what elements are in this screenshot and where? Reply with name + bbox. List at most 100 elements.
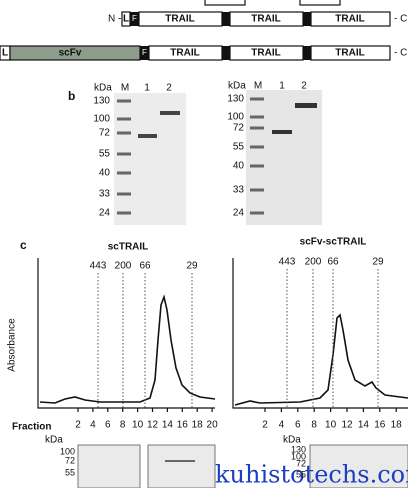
lane-label: 2 [166, 83, 172, 94]
panel-label: c [20, 238, 27, 252]
marker-band [117, 99, 131, 103]
fraction-label: 12 [341, 420, 353, 431]
linker [303, 12, 311, 26]
marker-label: 33 [99, 189, 111, 200]
marker-band [250, 211, 264, 215]
linker [222, 12, 230, 26]
marker-label: 100 [60, 446, 75, 456]
standard-label: 443 [90, 261, 107, 272]
trail-label: TRAIL [165, 14, 194, 25]
fraction-label: 16 [374, 420, 386, 431]
standard-label: 29 [372, 257, 384, 268]
standard-label: 66 [327, 257, 339, 268]
linker [303, 46, 311, 60]
trail-box [310, 45, 391, 61]
marker-label: 100 [227, 112, 244, 123]
n-terminus: N - [108, 14, 121, 25]
fraction-label: 8 [311, 420, 317, 431]
marker-band [250, 164, 264, 168]
marker-band [117, 131, 131, 135]
band [160, 111, 180, 115]
unit-label: kDa [283, 435, 301, 446]
band [165, 460, 195, 462]
chart-title: scTRAIL [108, 242, 149, 253]
marker-band [250, 145, 264, 149]
cut-box [299, 0, 341, 6]
fraction-label: 4 [90, 420, 96, 431]
fraction-label: 10 [325, 420, 337, 431]
scfv-label: scFv [59, 48, 82, 59]
marker-label: 130 [291, 444, 306, 454]
marker-band [250, 97, 264, 101]
marker-label: 130 [93, 96, 110, 107]
lane-label: 1 [144, 83, 150, 94]
axis [37, 258, 215, 409]
y-axis-label: Absorbance [7, 318, 18, 372]
fraction-label: 2 [262, 420, 268, 431]
trail-label: TRAIL [170, 48, 199, 59]
marker-label: 40 [233, 161, 245, 172]
fraction-label: 16 [177, 420, 189, 431]
fraction-label: 20 [207, 420, 219, 431]
standard-label: 200 [305, 257, 322, 268]
marker-label: 72 [233, 123, 245, 134]
marker-band [117, 117, 131, 121]
fraction-label: 4 [279, 420, 285, 431]
trail-label: TRAIL [335, 48, 364, 59]
chromatogram [234, 313, 408, 406]
standard-label: 200 [115, 261, 132, 272]
flag-label: F [142, 48, 147, 57]
fraction-label: 10 [132, 420, 144, 431]
marker-band [117, 152, 131, 156]
panel-label: b [68, 89, 75, 103]
standard-label: 443 [279, 257, 296, 268]
standard-label: 66 [139, 261, 151, 272]
fraction-label: 2 [75, 420, 81, 431]
marker-label: 100 [93, 114, 110, 125]
fraction-label: 6 [105, 420, 111, 431]
blot [147, 444, 216, 488]
trail-label: TRAIL [335, 14, 364, 25]
marker-label: 24 [99, 208, 111, 219]
unit-label: kDa [94, 83, 112, 94]
band [138, 134, 157, 138]
blot [309, 444, 408, 488]
marker-label: 72 [65, 455, 75, 465]
trail-box [310, 11, 391, 27]
trail-label: TRAIL [251, 48, 280, 59]
marker-band [117, 192, 131, 196]
lane-label: 1 [279, 81, 285, 92]
fraction-label: 14 [358, 420, 370, 431]
marker-label: 72 [99, 128, 111, 139]
flag-box [130, 12, 139, 26]
flag-box [140, 46, 149, 60]
lane-label: M [254, 81, 262, 92]
fraction-label: 12 [147, 420, 159, 431]
watermark: kuhistotechs.com [215, 461, 408, 488]
marker-label: 55 [99, 149, 111, 160]
marker-label: 55 [65, 467, 75, 477]
marker-label: 130 [227, 94, 244, 105]
marker-label: 33 [233, 185, 245, 196]
construct-2: L scFv F TRAIL TRAIL TRAIL - C [0, 45, 407, 61]
band [272, 130, 292, 134]
chart-title: scFv-scTRAIL [300, 237, 367, 248]
band [295, 103, 317, 108]
standard-label: 29 [186, 261, 198, 272]
fraction-label: 18 [391, 420, 403, 431]
flag-label: F [132, 14, 137, 23]
marker-label: 55 [233, 142, 245, 153]
x-axis-label: Fraction [12, 422, 51, 433]
gel [246, 90, 322, 225]
unit-label: kDa [45, 435, 63, 446]
fraction-label: 18 [192, 420, 204, 431]
marker-label: 100 [291, 451, 306, 461]
lane-label: M [121, 83, 129, 94]
fraction-label: 8 [120, 420, 126, 431]
marker-band [250, 126, 264, 130]
marker-label: 40 [99, 168, 111, 179]
c-terminus: - C [394, 48, 407, 59]
fraction-label: 14 [162, 420, 174, 431]
marker-band [117, 211, 131, 215]
trail-label: TRAIL [251, 14, 280, 25]
